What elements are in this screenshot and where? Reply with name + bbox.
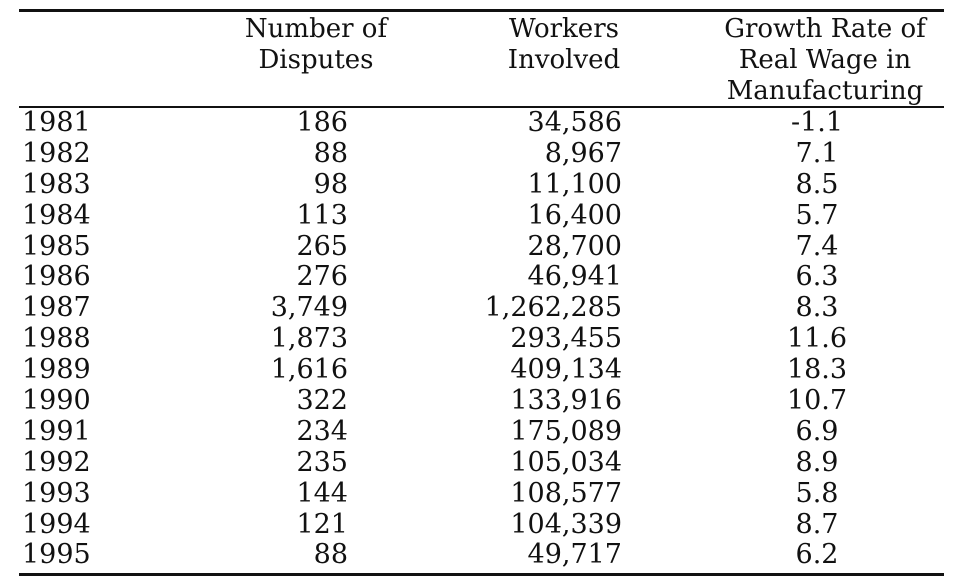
cell-workers: 105,034 [510, 446, 622, 478]
cell-disputes: 235 [296, 446, 348, 478]
table-row: 1984 113 16,400 5.7 [0, 199, 954, 232]
cell-year: 1985 [22, 230, 91, 262]
cell-year: 1988 [22, 323, 91, 355]
table-row: 1982 88 8,967 7.1 [0, 137, 954, 170]
cell-year: 1981 [22, 107, 91, 138]
cell-wage: 10.7 [786, 385, 848, 417]
table-row: 1985 265 28,700 7.4 [0, 230, 954, 263]
header-line: Growth Rate of [724, 14, 926, 44]
table-row: 1989 1,616 409,134 18.3 [0, 354, 954, 386]
table-row: 1986 276 46,941 6.3 [0, 262, 954, 293]
table-row: 1981 186 34,586 -1.1 [0, 107, 954, 139]
cell-workers: 16,400 [527, 199, 622, 231]
cell-workers: 11,100 [527, 168, 622, 200]
cell-disputes: 265 [296, 230, 348, 262]
bottom-rule [19, 573, 944, 576]
cell-disputes: 98 [313, 168, 348, 200]
cell-disputes: 1,616 [270, 354, 348, 386]
cell-year: 1989 [22, 354, 91, 386]
cell-year: 1990 [22, 385, 91, 417]
cell-wage: 6.2 [795, 539, 839, 571]
cell-disputes: 144 [296, 477, 348, 509]
cell-workers: 409,134 [510, 354, 622, 386]
cell-disputes: 88 [313, 137, 348, 169]
cell-wage: 5.7 [795, 199, 839, 231]
cell-year: 1986 [22, 261, 91, 293]
header-line: Disputes [258, 45, 374, 75]
top-rule [19, 9, 944, 12]
cell-wage: 8.3 [795, 292, 839, 324]
cell-disputes: 88 [313, 539, 348, 571]
cell-workers: 46,941 [527, 261, 622, 293]
cell-wage: 18.3 [786, 354, 848, 386]
cell-workers: 8,967 [544, 137, 622, 169]
cell-wage: 5.8 [795, 477, 839, 509]
cell-year: 1984 [22, 199, 91, 231]
cell-disputes: 322 [296, 385, 348, 417]
table-row: 1988 1,873 293,455 11.6 [0, 323, 954, 355]
cell-disputes: 186 [296, 107, 348, 138]
cell-year: 1993 [22, 477, 91, 509]
cell-wage: 8.5 [795, 168, 839, 200]
cell-workers: 175,089 [510, 415, 622, 447]
cell-wage: 11.6 [786, 323, 848, 355]
cell-disputes: 113 [296, 199, 348, 231]
cell-year: 1994 [22, 508, 91, 540]
cell-wage: 7.4 [795, 230, 839, 262]
cell-workers: 104,339 [510, 508, 622, 540]
cell-workers: 108,577 [510, 477, 622, 509]
header-line: Real Wage in [738, 45, 912, 75]
table-body: 1981 186 34,586 -1.1 1982 88 8,967 7.1 1983 98 11,… [0, 107, 954, 571]
cell-disputes: 3,749 [270, 292, 348, 324]
header-workers-involved: Workers Involved [490, 14, 638, 76]
header-line: Workers [509, 14, 619, 44]
cell-disputes: 276 [296, 261, 348, 293]
cell-workers: 28,700 [527, 230, 622, 262]
cell-workers: 34,586 [527, 107, 622, 138]
table-row: 1991 234 175,089 6.9 [0, 415, 954, 448]
header-growth-rate-real-wage: Growth Rate of Real Wage in Manufacturin… [705, 14, 945, 107]
cell-wage: 8.9 [795, 446, 839, 478]
header-rule [19, 106, 944, 108]
cell-disputes: 234 [296, 415, 348, 447]
table-row: 1983 98 11,100 8.5 [0, 168, 954, 201]
cell-year: 1987 [22, 292, 91, 324]
cell-workers: 1,262,285 [484, 292, 622, 324]
cell-workers: 293,455 [510, 323, 622, 355]
cell-wage: 7.1 [795, 137, 839, 169]
header-number-of-disputes: Number of Disputes [236, 14, 396, 76]
cell-wage: 6.3 [795, 261, 839, 293]
table-row: 1992 235 105,034 8.9 [0, 446, 954, 479]
cell-year: 1995 [22, 539, 91, 571]
cell-disputes: 121 [296, 508, 348, 540]
cell-workers: 49,717 [527, 539, 622, 571]
table-row: 1994 121 104,339 8.7 [0, 508, 954, 541]
cell-disputes: 1,873 [270, 323, 348, 355]
cell-wage: 8.7 [795, 508, 839, 540]
cell-wage: -1.1 [790, 107, 844, 138]
header-line: Number of [244, 14, 388, 44]
cell-wage: 6.9 [795, 415, 839, 447]
cell-workers: 133,916 [510, 385, 622, 417]
cell-year: 1983 [22, 168, 91, 200]
table-row: 1993 144 108,577 5.8 [0, 477, 954, 510]
table-row: 1987 3,749 1,262,285 8.3 [0, 292, 954, 324]
cell-year: 1992 [22, 446, 91, 478]
cell-year: 1982 [22, 137, 91, 169]
table-row: 1990 322 133,916 10.7 [0, 385, 954, 417]
header-line: Manufacturing [726, 76, 924, 106]
header-line: Involved [507, 45, 621, 75]
table-row: 1995 88 49,717 6.2 [0, 540, 954, 571]
cell-year: 1991 [22, 415, 91, 447]
